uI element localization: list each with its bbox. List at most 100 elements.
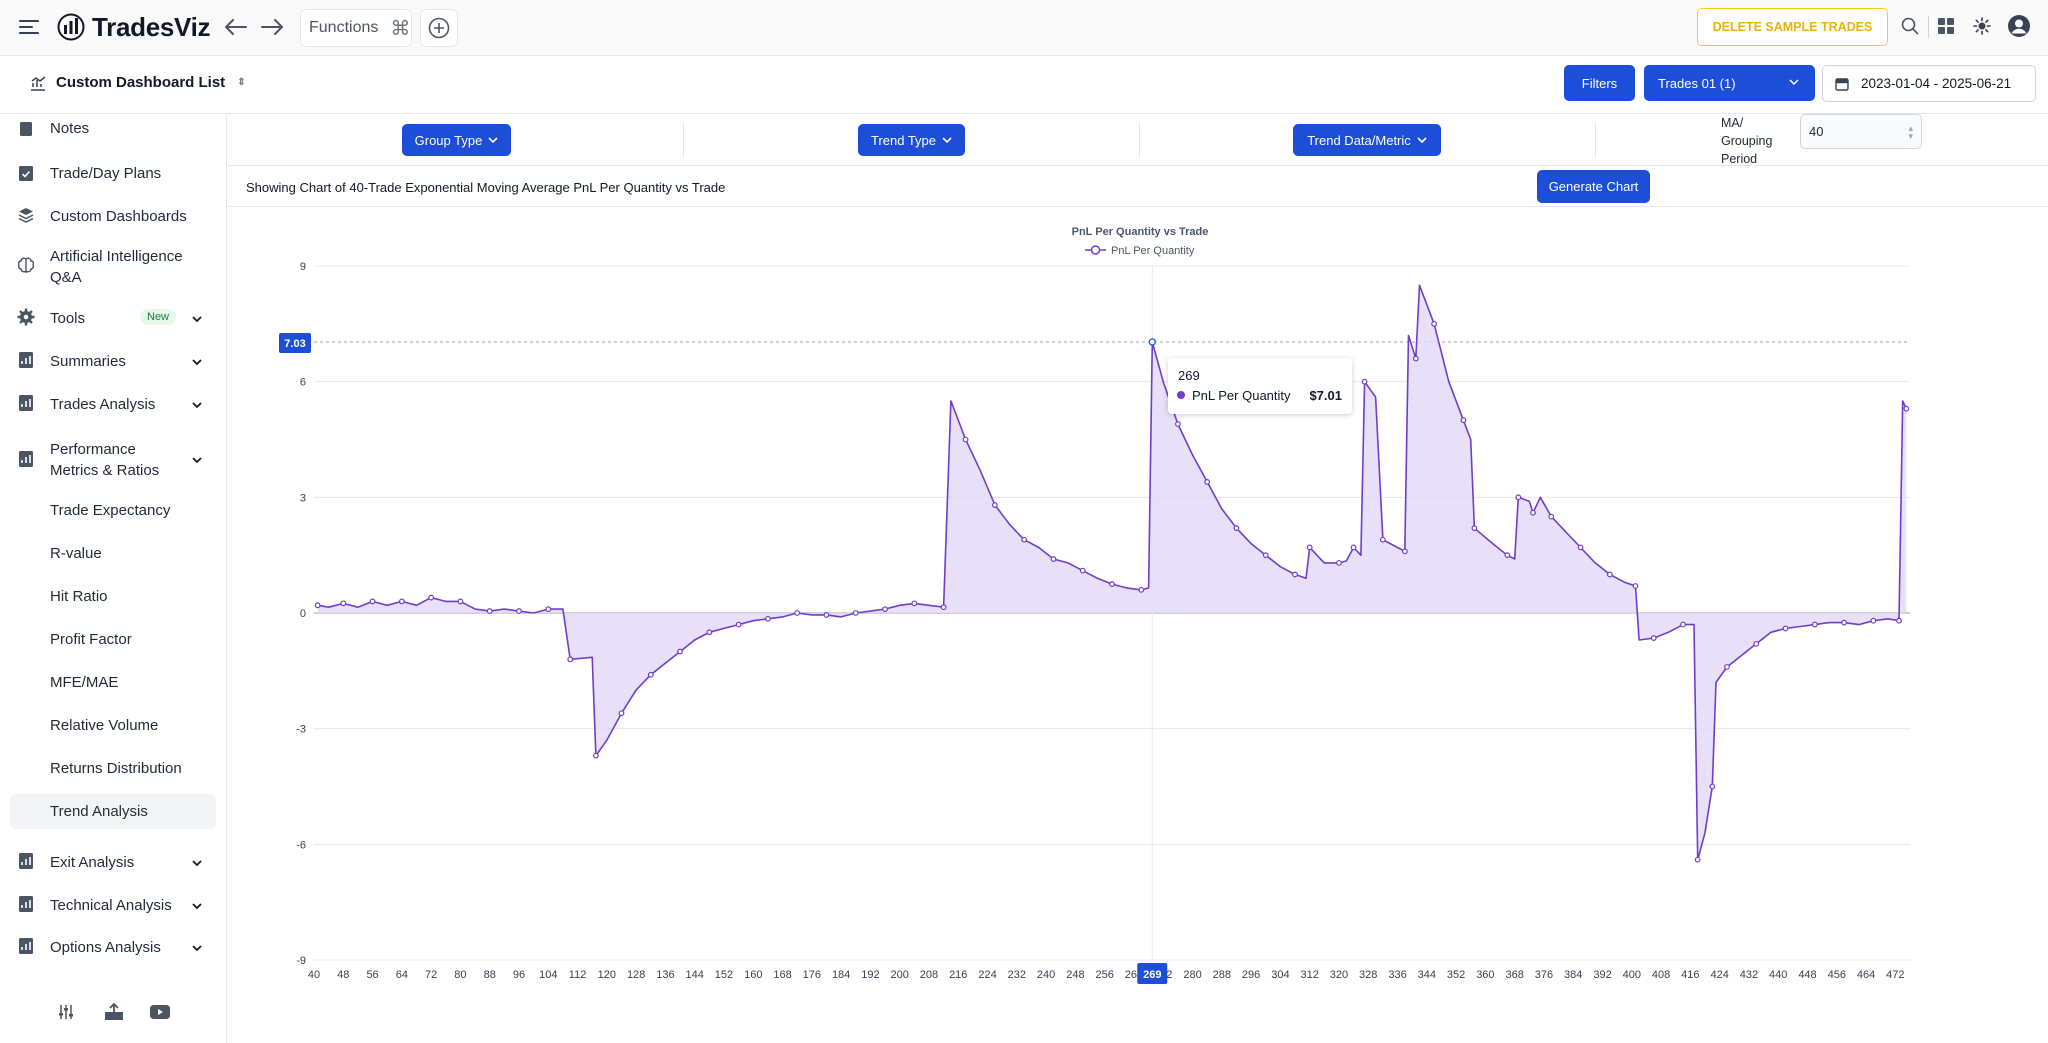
user-avatar-icon[interactable]: [2006, 13, 2032, 39]
sidebar-item-label-line2: Metrics & Ratios: [50, 462, 160, 479]
sidebar-item-label: Tools: [50, 310, 86, 327]
x-axis-pointer-label: 269: [1143, 969, 1161, 981]
data-point: [398, 598, 405, 605]
add-button[interactable]: [420, 9, 458, 47]
x-tick-label: 344: [1418, 969, 1436, 981]
sidebar-item-notes[interactable]: Notes: [0, 117, 226, 141]
custom-dashboard-list-selector[interactable]: Custom Dashboard List ⇕: [30, 74, 246, 91]
data-point: [940, 604, 947, 611]
x-tick-label: 112: [569, 969, 587, 981]
x-tick-label: 120: [598, 969, 616, 981]
data-point: [1233, 525, 1240, 532]
apps-grid-icon[interactable]: [1935, 15, 1957, 37]
sidebar-item-label: Performance: [50, 441, 136, 458]
sub-item-trade-expectancy[interactable]: Trade Expectancy: [50, 502, 171, 519]
trades-select[interactable]: Trades 01 (1): [1644, 65, 1815, 101]
stepper-arrows-icon[interactable]: ▴ ▾: [1908, 123, 1913, 141]
x-tick-label: 448: [1798, 969, 1816, 981]
data-point: [428, 594, 435, 601]
data-point: [1753, 640, 1760, 647]
delete-sample-trades-button[interactable]: DELETE SAMPLE TRADES: [1697, 8, 1888, 46]
functions-button[interactable]: Functions ⌘: [300, 9, 412, 47]
group-type-dropdown[interactable]: Group Type: [402, 124, 511, 156]
sub-item-returns-distribution[interactable]: Returns Distribution: [50, 760, 182, 777]
data-point: [1412, 355, 1419, 362]
data-point: [457, 598, 464, 605]
chart-title: PnL Per Quantity vs Trade: [1072, 226, 1209, 238]
data-point: [1606, 571, 1613, 578]
sidebar-item-label: Custom Dashboards: [50, 208, 187, 225]
plus-circle-icon: [428, 17, 450, 39]
x-tick-label: 280: [1183, 969, 1201, 981]
trend-type-dropdown[interactable]: Trend Type: [858, 124, 965, 156]
x-tick-label: 40: [308, 969, 320, 981]
data-point: [1530, 509, 1536, 516]
app-logo[interactable]: TradesViz: [56, 12, 211, 42]
filters-button[interactable]: Filters: [1564, 65, 1635, 101]
x-tick-label: 256: [1095, 969, 1113, 981]
back-arrow-icon[interactable]: [223, 14, 249, 40]
sliders-icon[interactable]: [58, 1004, 76, 1022]
sub-item-mfe-mae[interactable]: MFE/MAE: [50, 674, 119, 691]
chart-labels: -9 -6 -3 0 3 6 9 40 48 56 64 72 80 88 96 104 112 120 128 13…: [279, 226, 1905, 984]
sidebar-item-label: Technical Analysis: [50, 897, 172, 914]
sidebar-item-trades-analysis[interactable]: Trades Analysis: [0, 390, 226, 418]
sidebar-item-summaries[interactable]: Summaries: [0, 347, 226, 375]
y-axis-pointer-label: 7.03: [284, 338, 305, 350]
legend-marker: [1090, 245, 1101, 255]
sidebar-item-performance-metrics[interactable]: Performance Metrics & Ratios: [0, 437, 226, 481]
chevron-down-icon: [192, 457, 202, 464]
sub-item-trend-analysis[interactable]: Trend Analysis: [50, 803, 148, 820]
ma-grouping-period-label: MA/ Grouping Period: [1721, 114, 1772, 168]
x-axis-pointer-badge: [1137, 963, 1168, 984]
chart-description: Showing Chart of 40-Trade Exponential Mo…: [246, 180, 726, 195]
hamburger-menu-icon[interactable]: [18, 16, 40, 38]
x-tick-label: 288: [1213, 969, 1231, 981]
generate-chart-button[interactable]: Generate Chart: [1537, 170, 1650, 203]
sub-item-r-value[interactable]: R-value: [50, 545, 102, 562]
x-tick-label: 456: [1828, 969, 1846, 981]
ma-period-input[interactable]: 40 ▴ ▾: [1800, 114, 1922, 149]
chart-info-row: Showing Chart of 40-Trade Exponential Mo…: [228, 167, 2048, 207]
sub-item-hit-ratio[interactable]: Hit Ratio: [50, 588, 108, 605]
sidebar-item-technical-analysis[interactable]: Technical Analysis: [0, 891, 226, 919]
sidebar-item-tools[interactable]: Tools New: [0, 304, 226, 332]
date-range-picker[interactable]: 2023-01-04 - 2025-06-21: [1822, 65, 2036, 102]
data-point: [1204, 479, 1211, 485]
sidebar-item-exit-analysis[interactable]: Exit Analysis: [0, 848, 226, 876]
brain-icon: [17, 257, 35, 275]
sidebar-item-label: Notes: [50, 120, 90, 137]
x-tick-label: 200: [891, 969, 909, 981]
search-icon[interactable]: [1899, 15, 1921, 37]
data-point: [1650, 635, 1657, 641]
divider: [1139, 122, 1140, 158]
x-tick-label: 400: [1623, 969, 1641, 981]
sub-item-relative-volume[interactable]: Relative Volume: [50, 717, 159, 734]
theme-toggle-icon[interactable]: [1971, 15, 1993, 37]
sidebar-item-custom-dashboards[interactable]: Custom Dashboards: [0, 202, 226, 230]
sub-item-profit-factor[interactable]: Profit Factor: [50, 631, 132, 648]
chevron-down-icon: [488, 136, 498, 143]
share-upload-icon[interactable]: [104, 1002, 124, 1023]
sidebar-item-label: Artificial Intelligence: [50, 248, 183, 265]
youtube-icon[interactable]: [150, 1005, 170, 1021]
data-point: [1050, 556, 1057, 562]
data-point: [314, 602, 321, 609]
sidebar-item-trade-day-plans[interactable]: Trade/Day Plans: [0, 159, 226, 187]
chart-controls-row: Group Type Trend Type Trend Data/Metric …: [228, 114, 2048, 166]
group-type-label: Group Type: [414, 132, 483, 148]
data-point: [1109, 581, 1115, 587]
forward-arrow-icon[interactable]: [259, 14, 285, 40]
chevron-down-icon: [192, 860, 202, 867]
data-point: [794, 610, 801, 616]
series-area: [317, 285, 1907, 860]
x-tick-label: 312: [1300, 969, 1318, 981]
trend-data-metric-dropdown[interactable]: Trend Data/Metric: [1293, 124, 1441, 156]
x-tick-label: 352: [1447, 969, 1465, 981]
x-tick-label: 240: [1037, 969, 1055, 981]
sidebar-item-ai-qa[interactable]: Artificial Intelligence Q&A: [0, 244, 226, 288]
data-point: [991, 502, 998, 508]
sidebar-item-label: Options Analysis: [50, 939, 161, 956]
sidebar-item-options-analysis[interactable]: Options Analysis: [0, 933, 226, 961]
